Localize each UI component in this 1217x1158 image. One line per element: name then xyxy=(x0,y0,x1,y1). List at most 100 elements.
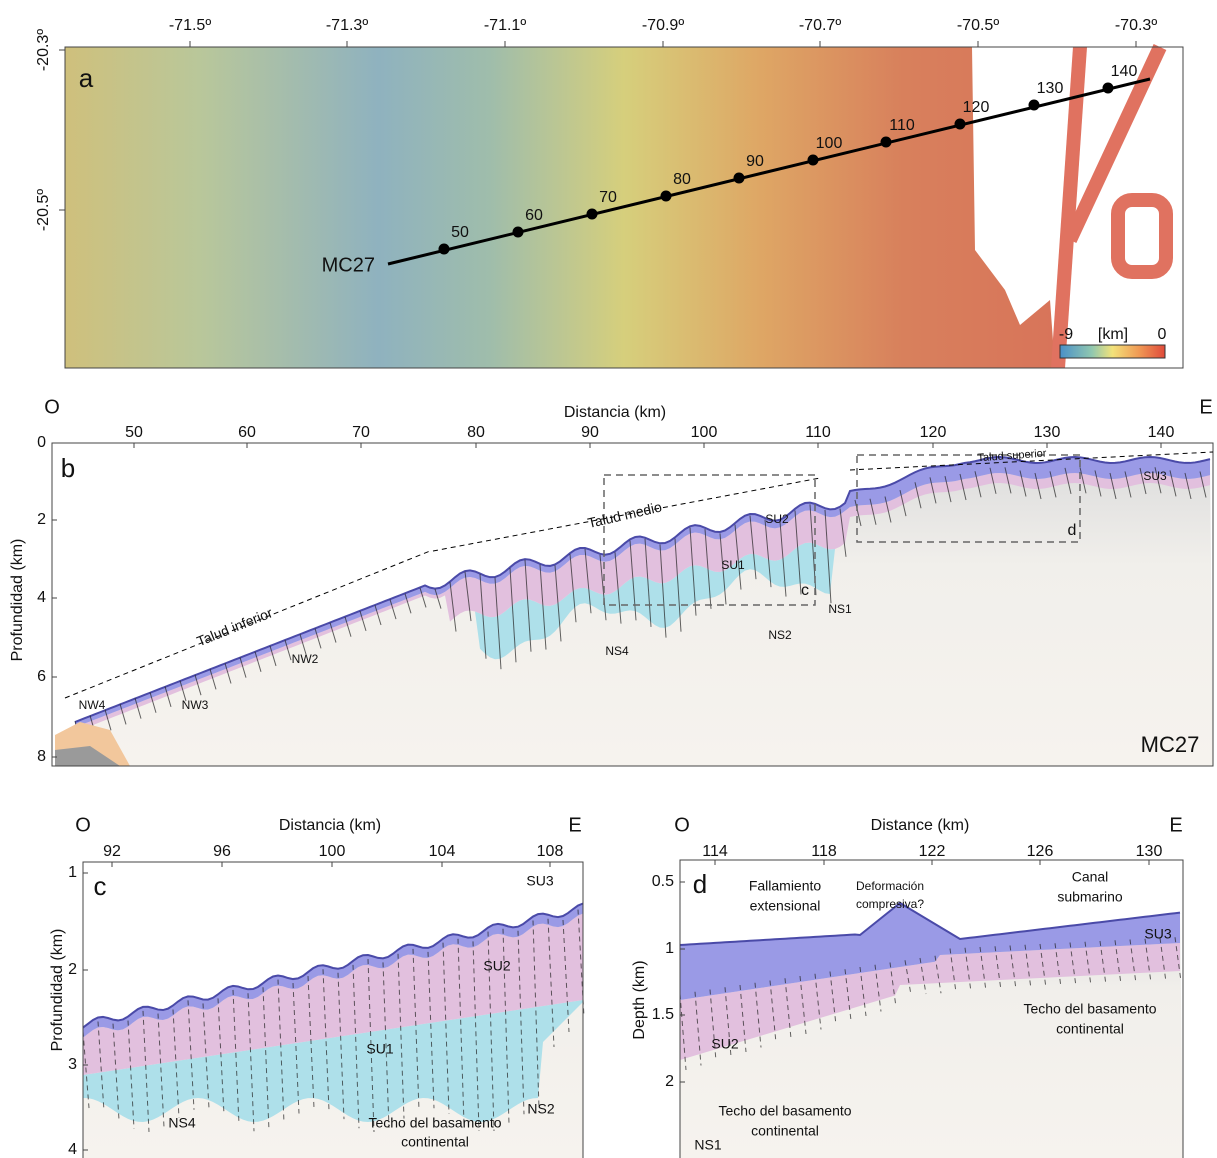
annotation: continental xyxy=(401,1134,469,1150)
colorbar xyxy=(1060,345,1165,358)
annotation: SU3 xyxy=(1144,926,1171,942)
km-label: 60 xyxy=(525,207,543,224)
y-tick-label: 2 xyxy=(37,511,46,528)
annotation: SU1 xyxy=(721,558,745,572)
annotation: extensional xyxy=(750,898,821,914)
km-label: 90 xyxy=(746,153,764,170)
annotation: SU2 xyxy=(483,958,510,974)
x-tick-label: 92 xyxy=(103,843,121,860)
y-tick-label: 4 xyxy=(37,589,46,606)
km-label: 110 xyxy=(889,117,915,134)
west-label: O xyxy=(75,814,91,836)
panel-label: b xyxy=(61,453,75,483)
y-tick-label: 0.5 xyxy=(652,873,674,890)
km-marker xyxy=(587,209,598,220)
annotation: c xyxy=(801,582,809,599)
x-tick-label: 110 xyxy=(805,424,831,441)
x-tick-label: 126 xyxy=(1027,843,1054,860)
x-tick-label: 96 xyxy=(213,843,231,860)
annotation: NS1 xyxy=(828,602,852,616)
annotation: Talud inferior xyxy=(194,604,275,649)
km-label: 70 xyxy=(599,189,617,206)
km-marker xyxy=(808,155,819,166)
x-tick-label: 108 xyxy=(537,843,564,860)
y-tick-label: 1.5 xyxy=(652,1006,674,1023)
x-tick-label: -71.5º xyxy=(169,17,211,34)
x-tick-label: 118 xyxy=(811,843,837,860)
km-label: 50 xyxy=(451,224,469,241)
figure: -71.5º-71.3º-71.1º-70.9º-70.7º-70.5º-70.… xyxy=(0,0,1217,1158)
km-marker xyxy=(881,137,892,148)
annotation: SU2 xyxy=(765,512,789,526)
km-marker xyxy=(439,244,450,255)
colorbar-max: 0 xyxy=(1158,326,1167,343)
annotation: SU2 xyxy=(711,1036,738,1052)
panel-label: c xyxy=(94,871,107,901)
km-marker xyxy=(661,191,672,202)
x-tick-label: 130 xyxy=(1034,424,1061,441)
east-label: E xyxy=(568,814,581,836)
y-axis-title: Profundidad (km) xyxy=(9,539,26,662)
x-axis-title: Distancia (km) xyxy=(279,817,381,834)
annotation: NW4 xyxy=(79,698,106,712)
annotation: Talud superior xyxy=(977,447,1047,464)
panel-label: a xyxy=(79,63,94,93)
y-axis-title: Profundidad (km) xyxy=(49,929,66,1052)
km-marker xyxy=(955,119,966,130)
x-tick-label: 80 xyxy=(467,424,485,441)
west-label: O xyxy=(674,814,690,836)
x-tick-label: 90 xyxy=(581,424,599,441)
y-tick-label: 1 xyxy=(665,940,674,957)
x-tick-label: 114 xyxy=(702,843,728,860)
annotation: Talud medio xyxy=(586,498,663,531)
km-marker xyxy=(734,173,745,184)
x-tick-label: -71.3º xyxy=(326,17,368,34)
km-marker xyxy=(1103,83,1114,94)
x-tick-label: 130 xyxy=(1136,843,1163,860)
annotation: NW2 xyxy=(292,652,319,666)
annotation: Techo del basamento xyxy=(1023,1001,1156,1017)
annotation: NW3 xyxy=(182,698,209,712)
annotation: Techo del basamento xyxy=(718,1103,851,1119)
colorbar-unit: [km] xyxy=(1098,326,1128,343)
x-tick-label: -70.3º xyxy=(1115,17,1157,34)
x-tick-label: 104 xyxy=(429,843,456,860)
km-label: 140 xyxy=(1111,63,1138,80)
west-label: O xyxy=(44,396,60,418)
x-tick-label: 50 xyxy=(125,424,143,441)
x-axis-title: Distancia (km) xyxy=(564,404,666,421)
annotation: NS2 xyxy=(527,1101,554,1117)
colorbar-min: -9 xyxy=(1059,326,1073,343)
y-tick-label: 4 xyxy=(68,1141,77,1158)
x-axis-title: Distance (km) xyxy=(871,817,970,834)
annotation: NS2 xyxy=(768,628,792,642)
km-marker xyxy=(1029,100,1040,111)
panel-a: -71.5º-71.3º-71.1º-70.9º-70.7º-70.5º-70.… xyxy=(35,17,1183,368)
annotation: NS1 xyxy=(694,1137,721,1153)
x-tick-label: 60 xyxy=(238,424,256,441)
km-label: 120 xyxy=(963,99,990,116)
page: -71.5º-71.3º-71.1º-70.9º-70.7º-70.5º-70.… xyxy=(0,0,1217,1158)
annotation: Techo del basamento xyxy=(368,1115,501,1131)
annotation: Fallamiento xyxy=(749,878,822,894)
y-tick-label: 2 xyxy=(665,1073,674,1090)
y-tick-label: 6 xyxy=(37,668,46,685)
x-tick-label: 122 xyxy=(919,843,946,860)
annotation: d xyxy=(1068,522,1077,539)
km-label: 80 xyxy=(673,171,691,188)
annotation: NS4 xyxy=(605,644,629,658)
y-tick-label: 8 xyxy=(37,748,46,765)
x-tick-label: -70.7º xyxy=(799,17,841,34)
x-tick-label: -70.5º xyxy=(957,17,999,34)
panel-d: OEDistance (km)Depth (km)114118122126130… xyxy=(631,814,1183,1158)
annotation: SU1 xyxy=(366,1041,393,1057)
y-tick-label: -20.3º xyxy=(35,29,52,71)
x-tick-label: -70.9º xyxy=(642,17,684,34)
annotation: NS4 xyxy=(168,1115,195,1131)
x-tick-label: 140 xyxy=(1148,424,1175,441)
km-label: 130 xyxy=(1037,80,1064,97)
annotation: SU3 xyxy=(1143,469,1167,483)
y-axis-title: Depth (km) xyxy=(631,960,648,1039)
km-marker xyxy=(513,227,524,238)
